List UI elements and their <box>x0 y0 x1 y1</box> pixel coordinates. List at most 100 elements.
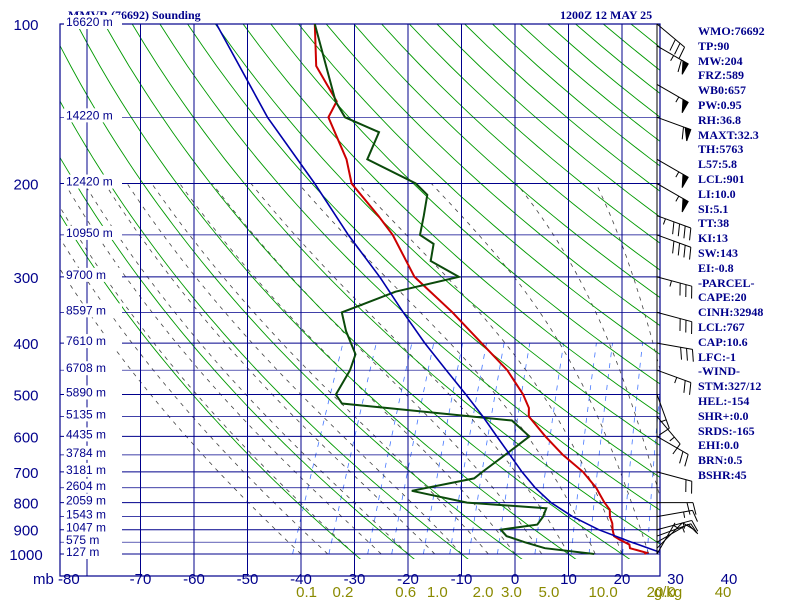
height-label-bg <box>64 225 122 240</box>
wind-barb-pennant <box>681 173 689 188</box>
wind-barb <box>656 509 698 522</box>
index-item: CAPE:20 <box>698 290 747 305</box>
moist-adiabat <box>64 183 382 555</box>
wind-barb-flag <box>684 454 689 467</box>
temperature-tick-label: 10 <box>560 571 577 588</box>
height-label: 2604 m <box>66 479 106 493</box>
wind-barb <box>656 519 699 532</box>
height-label: 5135 m <box>66 407 106 421</box>
wind-barb-flag <box>681 126 684 140</box>
height-label-bg <box>64 520 122 535</box>
temperature-tick-label: -50 <box>237 571 259 588</box>
index-item: BSHR:45 <box>698 467 747 482</box>
mixing-ratio-tick-label: 1.0 <box>427 584 448 600</box>
temperature-tick-label: 0 <box>511 571 519 588</box>
wind-barb <box>656 369 692 395</box>
wind-barb-half-flag <box>675 96 680 103</box>
wind-barb-staff <box>656 522 676 555</box>
wind-barb-half-flag <box>681 526 685 533</box>
height-label: 16620 m <box>66 15 113 29</box>
wind-barb-flag <box>658 427 670 436</box>
height-label-bg <box>64 478 122 493</box>
height-label: 12420 m <box>66 175 113 189</box>
index-item: KI:13 <box>698 231 728 246</box>
wind-barb-flag <box>686 348 688 361</box>
mixing-ratio-line <box>292 343 344 555</box>
wind-barb-flag <box>691 349 694 362</box>
height-label: 3784 m <box>66 446 106 460</box>
wind-barb-half-flag <box>669 280 672 287</box>
wind-barb <box>656 23 686 59</box>
wind-barb-flag <box>677 223 681 237</box>
dry-adiabat <box>408 24 660 244</box>
temperature-axis-label: mb <box>33 571 54 588</box>
height-label: 6708 m <box>66 361 106 375</box>
wind-barb-flag <box>686 502 691 515</box>
pressure-tick-label: 700 <box>13 465 38 482</box>
mixing-ratio-tick-label: g/kg <box>654 584 682 600</box>
mixing-ratio-line <box>468 343 505 555</box>
height-label: 1543 m <box>66 508 106 522</box>
wind-barb-staff <box>656 519 692 531</box>
wind-barb <box>656 276 693 299</box>
wind-barbs <box>656 23 699 555</box>
wind-barb <box>656 158 689 188</box>
dry-adiabat <box>298 24 660 355</box>
height-label-bg <box>64 267 122 282</box>
wind-barb-flag <box>677 243 681 256</box>
wind-barb <box>656 234 692 260</box>
index-item: MAXT:32.3 <box>698 127 759 142</box>
temperature-tick-label: -80 <box>58 571 80 588</box>
index-item: EHI:0.0 <box>698 438 740 453</box>
temperature-tick-label: -40 <box>290 571 312 588</box>
index-item: TP:90 <box>698 38 730 53</box>
mixing-ratio-tick-label: 0.6 <box>395 584 416 600</box>
dry-adiabat <box>131 24 660 545</box>
mixing-ratio-tick-labels: 0.1 0.2 0.6 1.0 2.0 3.0 5.0 10.0 20.0 40 g/kg <box>296 584 731 600</box>
temperature-tick-label: 40 <box>721 571 738 588</box>
height-label-bg <box>64 108 122 123</box>
wind-barb-staff <box>656 522 683 549</box>
height-label-bg <box>64 15 122 29</box>
wind-barb <box>656 215 692 241</box>
pressure-tick-label: 400 <box>13 336 38 353</box>
index-item: LCL:767 <box>698 319 745 334</box>
dry-adiabat <box>159 24 660 511</box>
wind-barb-staff <box>656 394 670 429</box>
mixing-ratio-line <box>391 343 435 555</box>
wind-barb-flag <box>672 241 675 254</box>
dry-adiabat <box>353 24 660 299</box>
mixing-ratio-line <box>622 343 643 555</box>
height-label: 8597 m <box>66 303 106 317</box>
moist-adiabat <box>126 183 462 555</box>
height-label: 3181 m <box>66 463 106 477</box>
plot-border <box>59 23 661 577</box>
wind-barb-flag <box>691 520 699 532</box>
wind-barb-flag <box>677 59 682 73</box>
wind-barb-flag <box>669 39 676 51</box>
height-label: 7610 m <box>66 334 106 348</box>
wind-barb <box>656 394 670 436</box>
pressure-tick-label: 600 <box>13 429 38 446</box>
dry-adiabat <box>187 24 660 478</box>
moist-adiabat <box>60 206 355 555</box>
height-label-bg <box>64 361 122 376</box>
mixing-ratio-line <box>449 343 487 555</box>
dry-adiabat <box>60 100 469 559</box>
mixing-ratio-tick-label: 5.0 <box>538 584 559 600</box>
temperature-tick-label: -70 <box>130 571 152 588</box>
index-item: EI:-0.8 <box>698 260 734 275</box>
pressure-tick-label: 500 <box>13 387 38 404</box>
wind-barb-flag <box>683 380 686 393</box>
mixing-ratio-tick-label: 0.2 <box>332 584 353 600</box>
dry-adiabat <box>270 24 660 385</box>
wind-barb <box>656 342 694 362</box>
wind-barb-pennant <box>681 98 689 114</box>
index-item: TT:38 <box>698 216 730 231</box>
dry-adiabat <box>60 213 362 559</box>
index-item: SI:5.1 <box>698 201 729 216</box>
mixing-ratio-line <box>423 343 463 555</box>
wind-barb-pennant <box>684 126 692 142</box>
height-label-bg <box>64 385 122 400</box>
